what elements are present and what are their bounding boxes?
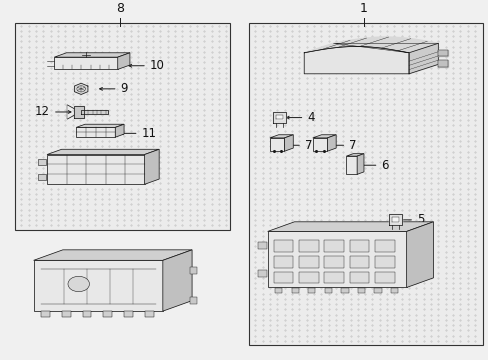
- Polygon shape: [346, 156, 356, 174]
- Bar: [189, 267, 197, 274]
- Bar: [390, 288, 398, 293]
- Polygon shape: [269, 138, 284, 151]
- Polygon shape: [54, 53, 130, 57]
- Polygon shape: [304, 46, 408, 74]
- Polygon shape: [284, 135, 293, 151]
- Polygon shape: [74, 106, 83, 118]
- Bar: [324, 288, 331, 293]
- Bar: [357, 288, 365, 293]
- Polygon shape: [408, 43, 437, 74]
- Polygon shape: [356, 154, 363, 174]
- Bar: [15, 23, 229, 230]
- Polygon shape: [47, 149, 159, 154]
- Polygon shape: [304, 37, 437, 53]
- Polygon shape: [74, 83, 88, 94]
- Bar: [307, 288, 315, 293]
- Polygon shape: [76, 124, 124, 127]
- Bar: [189, 297, 197, 305]
- Bar: [273, 272, 293, 283]
- Polygon shape: [118, 53, 130, 69]
- Bar: [298, 272, 318, 283]
- Text: 8: 8: [116, 2, 124, 15]
- Bar: [257, 242, 266, 249]
- Polygon shape: [388, 214, 402, 225]
- Polygon shape: [391, 217, 399, 221]
- Bar: [324, 256, 343, 267]
- Text: 7: 7: [348, 139, 356, 152]
- Polygon shape: [312, 138, 327, 151]
- Text: 5: 5: [416, 213, 424, 226]
- Bar: [291, 288, 298, 293]
- Bar: [145, 311, 154, 318]
- Bar: [41, 311, 50, 318]
- Bar: [38, 174, 46, 180]
- Polygon shape: [275, 115, 283, 119]
- Text: 4: 4: [307, 111, 314, 124]
- Polygon shape: [346, 154, 363, 156]
- Text: 9: 9: [121, 82, 128, 95]
- Polygon shape: [34, 250, 192, 260]
- Bar: [374, 240, 394, 252]
- Polygon shape: [267, 231, 406, 288]
- Polygon shape: [406, 222, 432, 288]
- Polygon shape: [47, 154, 144, 184]
- Polygon shape: [144, 149, 159, 184]
- Bar: [374, 256, 394, 267]
- Circle shape: [68, 276, 89, 292]
- Text: 11: 11: [142, 127, 156, 140]
- Polygon shape: [437, 50, 447, 56]
- Bar: [273, 256, 293, 267]
- Bar: [273, 240, 293, 252]
- Bar: [38, 159, 46, 165]
- Bar: [61, 311, 70, 318]
- Polygon shape: [54, 57, 118, 69]
- Bar: [374, 272, 394, 283]
- Text: 12: 12: [35, 105, 50, 118]
- Bar: [249, 23, 483, 345]
- Polygon shape: [34, 260, 163, 311]
- Bar: [324, 272, 343, 283]
- Text: 10: 10: [150, 59, 164, 72]
- Bar: [103, 311, 112, 318]
- Text: 3: 3: [152, 269, 160, 283]
- Polygon shape: [437, 60, 447, 67]
- Bar: [341, 288, 348, 293]
- Bar: [349, 256, 368, 267]
- Polygon shape: [267, 222, 432, 231]
- Bar: [374, 288, 381, 293]
- Bar: [124, 311, 133, 318]
- Polygon shape: [327, 135, 335, 151]
- Bar: [274, 288, 282, 293]
- Polygon shape: [81, 110, 108, 114]
- Bar: [324, 240, 343, 252]
- Bar: [298, 240, 318, 252]
- Bar: [349, 272, 368, 283]
- Bar: [298, 256, 318, 267]
- Polygon shape: [269, 135, 293, 138]
- Bar: [257, 270, 266, 277]
- Bar: [82, 311, 91, 318]
- Polygon shape: [76, 127, 115, 137]
- Text: 1: 1: [359, 2, 367, 15]
- Polygon shape: [272, 112, 286, 123]
- Text: 2: 2: [415, 53, 422, 66]
- Polygon shape: [163, 250, 192, 311]
- Bar: [349, 240, 368, 252]
- Text: 7: 7: [305, 139, 312, 152]
- Text: 6: 6: [381, 159, 388, 172]
- Polygon shape: [312, 135, 335, 138]
- Polygon shape: [115, 124, 124, 137]
